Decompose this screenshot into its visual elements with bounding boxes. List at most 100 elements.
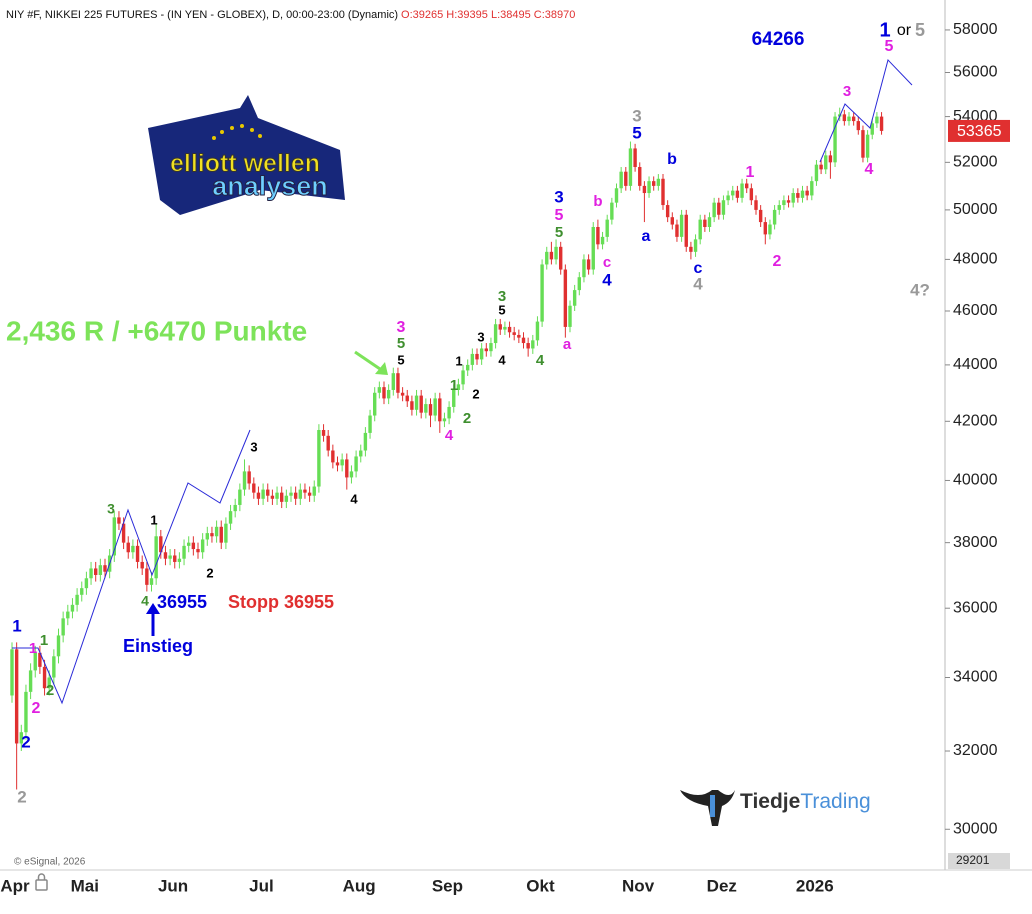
annotations: 1 1 1 2 2 2 2 3 4 36955 Stopp 36955 Eins… [6, 19, 930, 806]
candle-body [582, 259, 586, 278]
wave-label: c [694, 260, 703, 277]
candle-body [726, 195, 730, 201]
candle-body [861, 130, 865, 158]
candle-body [517, 334, 521, 338]
candle-body [400, 392, 405, 396]
last-price-label: 53365 [957, 123, 1002, 140]
candle-body [270, 495, 275, 499]
wave-label: b [667, 151, 677, 168]
candle-body [526, 343, 530, 349]
candle-body [800, 190, 805, 198]
candle-body [266, 489, 270, 496]
candle-body [382, 387, 386, 399]
y-tick-label: 48000 [953, 251, 998, 268]
candle-body [856, 121, 860, 131]
candle-body [280, 492, 284, 502]
candle-body [763, 222, 767, 235]
wave-label: 5 [915, 20, 925, 40]
candle-body [219, 526, 223, 543]
wave-label: 3 [107, 501, 115, 517]
candle-body [433, 398, 437, 416]
candle-body [791, 193, 795, 203]
candle-body [242, 471, 247, 490]
candle-body [740, 183, 744, 198]
candle-body [377, 387, 382, 393]
candle-body [210, 533, 214, 537]
candle-body [173, 555, 177, 562]
candle-body [503, 326, 507, 330]
candle-body [89, 568, 93, 579]
candle-body [298, 489, 302, 499]
wave-label: 5 [885, 38, 894, 55]
wave-label: 1 [746, 164, 755, 181]
candle-body [419, 395, 423, 413]
y-tick-label: 36000 [953, 599, 998, 616]
candle-body [605, 219, 609, 237]
candle-body [66, 611, 70, 619]
candle-body [275, 492, 279, 499]
wave-label: 5 [498, 302, 505, 317]
x-tick-label: Jun [158, 876, 188, 895]
x-axis: Apr Mai Jun Jul Aug Sep Okt Nov Dez 2026 [0, 876, 833, 895]
candle-body [312, 486, 316, 496]
candle-body [470, 353, 475, 365]
candle-body [824, 155, 828, 170]
candle-body [493, 324, 498, 344]
candle-body [479, 348, 484, 360]
candle-body [84, 578, 89, 589]
candle-body [103, 565, 107, 572]
wave-label: 1 [12, 616, 21, 635]
wave-label: 2 [17, 787, 26, 806]
candle-body [638, 167, 642, 186]
candle-body [512, 332, 516, 335]
candle-body [461, 370, 465, 385]
candle-body [424, 404, 428, 413]
candle-body [289, 492, 293, 496]
wave-label: 4 [141, 593, 149, 609]
wave-label: 1 [29, 640, 37, 657]
y-tick-label: 56000 [953, 64, 998, 81]
y-tick-label: 58000 [953, 21, 998, 38]
candle-body [786, 200, 791, 203]
candle-body [135, 545, 140, 562]
candle-body [805, 190, 809, 196]
plot-area [10, 107, 884, 790]
candle-body [642, 185, 647, 194]
axis-limit-label: 29201 [956, 853, 990, 867]
projection-line [12, 429, 251, 705]
candle-body [679, 214, 684, 237]
wave-label: 3 [250, 439, 257, 454]
wave-label: 2 [206, 565, 213, 580]
candle-body [168, 555, 172, 559]
wave-label: 4 [350, 491, 358, 506]
candle-body [833, 116, 837, 163]
candle-body [703, 219, 707, 227]
projection-line [819, 59, 913, 163]
candle-body [126, 542, 130, 553]
candle-body [317, 429, 321, 487]
candle-body [326, 435, 330, 451]
candle-body [98, 565, 103, 575]
candle-body [24, 691, 28, 733]
logo-text: Trading [800, 790, 870, 813]
candle-body [498, 324, 502, 330]
candle-body [303, 489, 307, 493]
candle-body [187, 542, 191, 546]
wave-label: 1 [150, 512, 157, 527]
candle-body [675, 224, 679, 237]
wave-label: 4? [910, 280, 930, 299]
candle-body [94, 568, 98, 575]
candle-body [224, 523, 228, 543]
x-tick-label: Apr [0, 876, 30, 895]
wave-label: 4 [445, 427, 454, 444]
candle-body [572, 290, 577, 306]
candle-body [633, 148, 637, 168]
candle-body [428, 404, 433, 416]
candle-body [368, 415, 372, 433]
candle-body [252, 483, 256, 493]
candle-body [349, 471, 354, 478]
wave-label: 2 [472, 386, 479, 401]
candle-body [80, 588, 84, 595]
candle-body [717, 202, 721, 215]
